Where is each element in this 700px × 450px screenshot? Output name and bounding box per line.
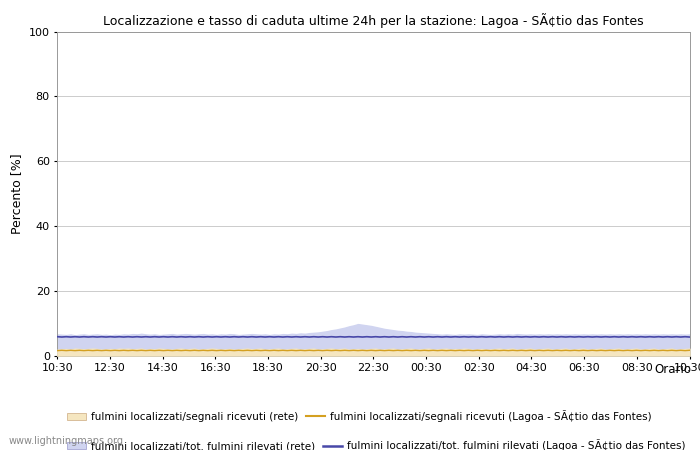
Text: Orario: Orario xyxy=(654,364,691,376)
Text: www.lightningmaps.org: www.lightningmaps.org xyxy=(8,436,123,446)
Legend: fulmini localizzati/tot. fulmini rilevati (rete), fulmini localizzati/tot. fulmi: fulmini localizzati/tot. fulmini rilevat… xyxy=(62,435,690,450)
Y-axis label: Percento [%]: Percento [%] xyxy=(10,153,23,234)
Title: Localizzazione e tasso di caduta ultime 24h per la stazione: Lagoa - SÃ¢tio das : Localizzazione e tasso di caduta ultime … xyxy=(103,13,644,27)
